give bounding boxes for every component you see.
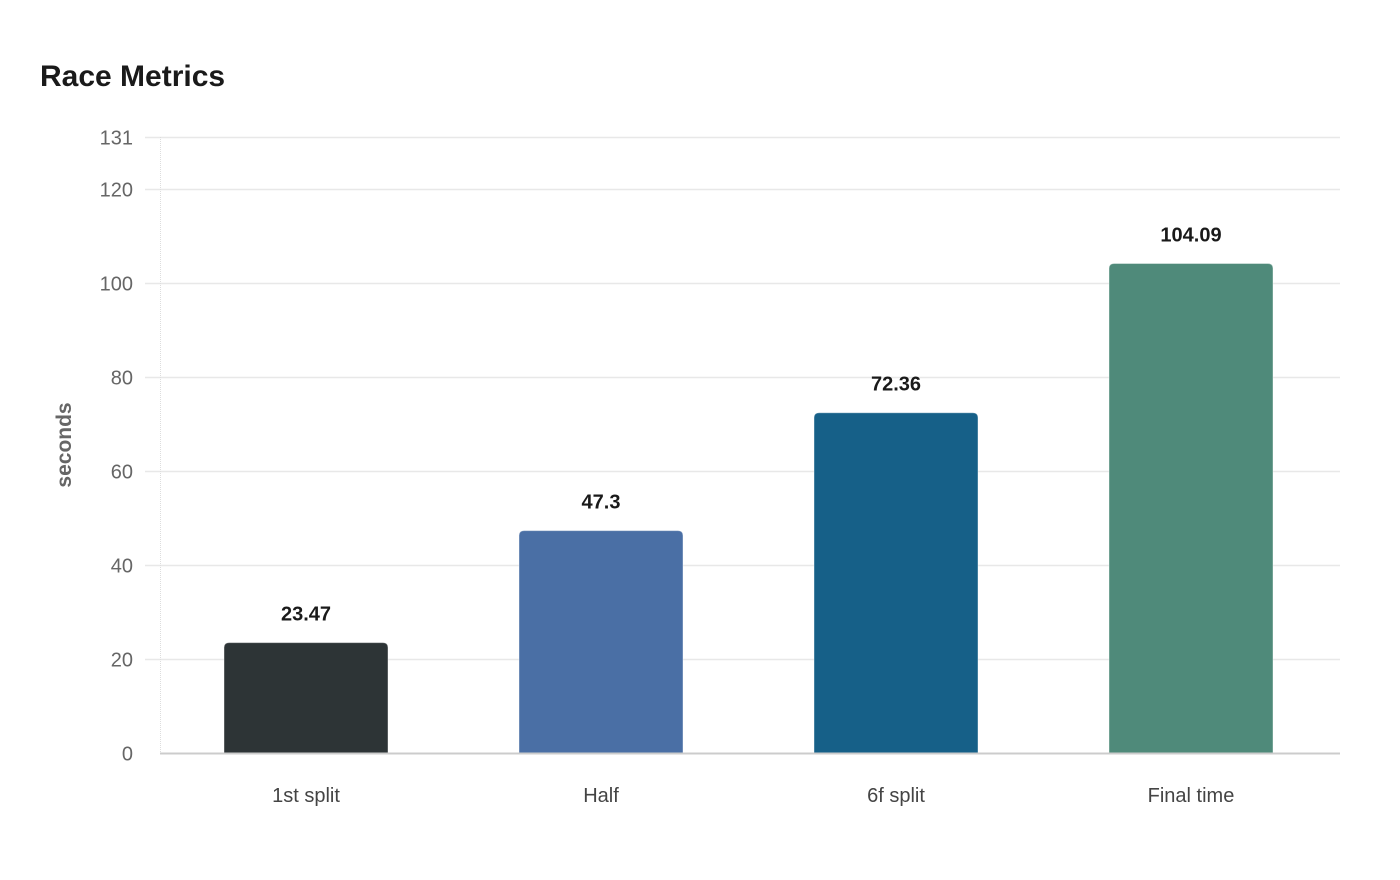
bar[interactable] — [813, 412, 979, 754]
y-tick-label: 131 — [100, 128, 133, 150]
y-axis-label: seconds — [53, 402, 76, 487]
bar-value-label: 104.09 — [1160, 225, 1221, 247]
bars: 23.47 47.3 72.36 104.09 — [223, 225, 1274, 754]
y-tick-label: 80 — [111, 368, 133, 390]
y-tick-label: 100 — [100, 274, 133, 296]
x-tick-label: Final time — [1148, 785, 1235, 807]
y-tick-label: 120 — [100, 180, 133, 202]
y-tick-label: 40 — [111, 556, 133, 578]
y-tick-label: 20 — [111, 650, 133, 672]
x-axis-labels: 1st split Half 6f split Final time — [272, 785, 1234, 807]
y-tick-label: 0 — [122, 744, 133, 766]
x-tick-label: Half — [583, 785, 619, 807]
chart-title: Race Metrics — [40, 60, 226, 93]
bar[interactable] — [1108, 263, 1274, 754]
x-tick-label: 1st split — [272, 785, 340, 807]
bar[interactable] — [223, 642, 389, 754]
x-tick-label: 6f split — [867, 785, 925, 807]
bar-value-label: 47.3 — [582, 492, 621, 514]
bar[interactable] — [518, 530, 684, 754]
bar-value-label: 23.47 — [281, 604, 331, 626]
bar-value-label: 72.36 — [871, 374, 921, 396]
y-axis-ticks: 0 20 40 60 80 100 120 131 — [100, 128, 133, 766]
y-tick-label: 60 — [111, 462, 133, 484]
